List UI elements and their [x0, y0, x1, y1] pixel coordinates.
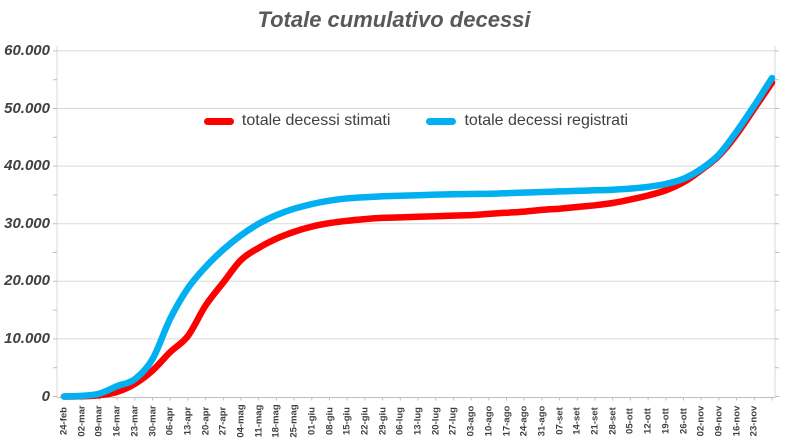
x-axis-label: 27-lug	[447, 407, 459, 435]
y-axis-label: 50.000	[4, 99, 50, 117]
x-axis-label: 10-ago	[483, 405, 495, 437]
y-axis-label: 40.000	[4, 157, 50, 175]
x-axis-label: 17-ago	[501, 405, 512, 437]
x-axis-label: 06-apr	[164, 406, 176, 436]
chart-legend: totale decessi stimati totale decessi re…	[57, 110, 775, 132]
legend-label-stimati: totale decessi stimati	[241, 112, 391, 129]
x-axis-label: 05-ott	[624, 408, 636, 434]
x-axis-label: 29-giu	[377, 407, 389, 435]
x-axis-label: 13-apr	[182, 406, 194, 436]
chart-title: Totale cumulativo decessi	[257, 7, 531, 32]
x-axis-label: 18-mag	[270, 404, 282, 438]
x-axis-label: 08-giu	[324, 407, 335, 435]
x-axis-label: 04-mag	[235, 404, 247, 438]
x-axis-label: 14-set	[571, 407, 583, 435]
x-axis-label: 23-mar	[129, 405, 141, 437]
x-axis-label: 12-ott	[642, 408, 654, 434]
x-axis-label: 20-apr	[200, 406, 212, 436]
stimati-line-series	[60, 79, 776, 400]
y-axis-label: 60.000	[4, 41, 50, 59]
x-axis-label: 02-nov	[695, 405, 707, 437]
x-axis-label: 06-lug	[394, 407, 406, 435]
x-axis-label: 25-mag	[288, 404, 300, 438]
x-axis-label: 24-feb	[58, 407, 70, 435]
registrati-line-series	[60, 74, 776, 400]
x-axis-label: 16-mar	[111, 405, 123, 437]
y-axis-label: 0	[41, 387, 50, 405]
x-axis-label: 02-mar	[76, 405, 88, 437]
x-axis-label: 24-ago	[518, 405, 530, 437]
x-axis-label: 22-giu	[359, 407, 371, 435]
y-axis-label: 30.000	[4, 214, 50, 232]
legend-label-registrati: totale decessi registrati	[464, 112, 629, 129]
x-axis-label: 31-ago	[536, 405, 548, 437]
x-axis-label: 03-ago	[465, 405, 477, 437]
x-axis-label: 20-lug	[430, 407, 442, 435]
x-axis-label: 27-apr	[217, 406, 229, 436]
y-axis-label: 10.000	[4, 329, 50, 347]
x-axis-label: 19-ott	[660, 408, 672, 434]
x-axis-label: 01-giu	[306, 407, 318, 435]
y-axis-label: 20.000	[4, 272, 50, 290]
x-axis-label: 09-mar	[93, 405, 105, 437]
x-axis-label: 15-giu	[341, 407, 353, 435]
x-axis-label: 16-nov	[731, 405, 743, 437]
legend-item-registrati: totale decessi registrati	[426, 112, 628, 130]
x-axis-label: 21-set	[589, 407, 601, 435]
x-axis-label: 30-mar	[147, 405, 158, 437]
x-axis-label: 23-nov	[748, 405, 760, 437]
x-axis-label: 28-set	[607, 407, 619, 435]
x-axis-label: 09-nov	[713, 405, 725, 437]
x-axis-label: 26-ott	[678, 408, 689, 434]
x-axis-label: 07-set	[554, 407, 566, 435]
legend-item-stimati: totale decessi stimati	[203, 112, 391, 130]
x-axis-label: 11-mag	[253, 404, 265, 438]
registrati-line-marker	[426, 117, 457, 125]
stimati-line-marker	[203, 117, 234, 125]
x-axis-label: 13-lug	[412, 407, 424, 435]
